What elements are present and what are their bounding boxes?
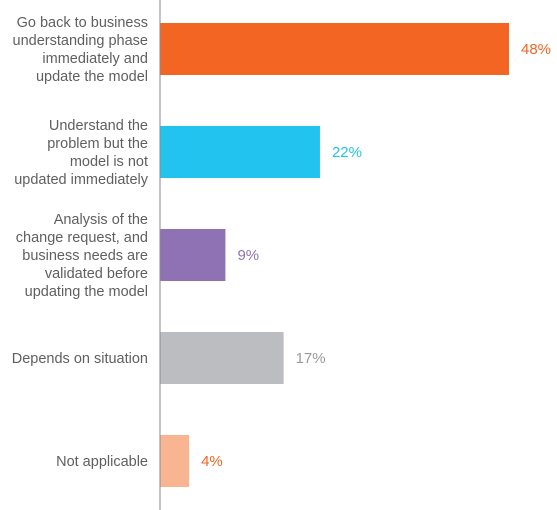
- value-label-5: 4%: [201, 453, 223, 470]
- category-label-3: Analysis of the change request, and busine…: [16, 212, 148, 300]
- category-label-4: Depends on situation: [12, 351, 148, 367]
- bars-group: [160, 23, 509, 487]
- bar-2: [160, 126, 320, 178]
- value-labels-group: 48% 22% 9% 17% 4%: [201, 41, 551, 470]
- category-labels-group: Go back to business understanding phase im…: [12, 15, 149, 470]
- category-label-line: problem but the: [47, 136, 148, 152]
- category-label-line: change request, and: [16, 230, 148, 246]
- category-label-line: update the model: [36, 69, 148, 85]
- bar-1: [160, 23, 509, 75]
- category-label-line: Analysis of the: [54, 212, 148, 228]
- value-label-2: 22%: [332, 144, 362, 161]
- category-label-line: Go back to business: [17, 15, 148, 31]
- category-label-line: Depends on situation: [12, 351, 148, 367]
- bar-3: [160, 229, 226, 281]
- category-label-2: Understand the problem but the model is no…: [14, 118, 149, 188]
- bar-4: [160, 332, 284, 384]
- category-label-line: immediately and: [42, 51, 148, 67]
- category-label-line: Understand the: [49, 118, 148, 134]
- bar-5: [160, 435, 190, 487]
- value-label-1: 48%: [521, 41, 551, 58]
- category-label-1: Go back to business understanding phase im…: [13, 15, 148, 85]
- category-label-line: updating the model: [25, 284, 148, 300]
- value-label-3: 9%: [237, 247, 259, 264]
- category-label-line: understanding phase: [13, 33, 148, 49]
- category-label-5: Not applicable: [56, 454, 148, 470]
- category-label-line: Not applicable: [56, 454, 148, 470]
- value-label-4: 17%: [296, 350, 326, 367]
- category-label-line: updated immediately: [14, 172, 149, 188]
- category-label-line: model is not: [70, 154, 148, 170]
- category-label-line: validated before: [45, 266, 148, 282]
- category-label-line: business needs are: [22, 248, 148, 264]
